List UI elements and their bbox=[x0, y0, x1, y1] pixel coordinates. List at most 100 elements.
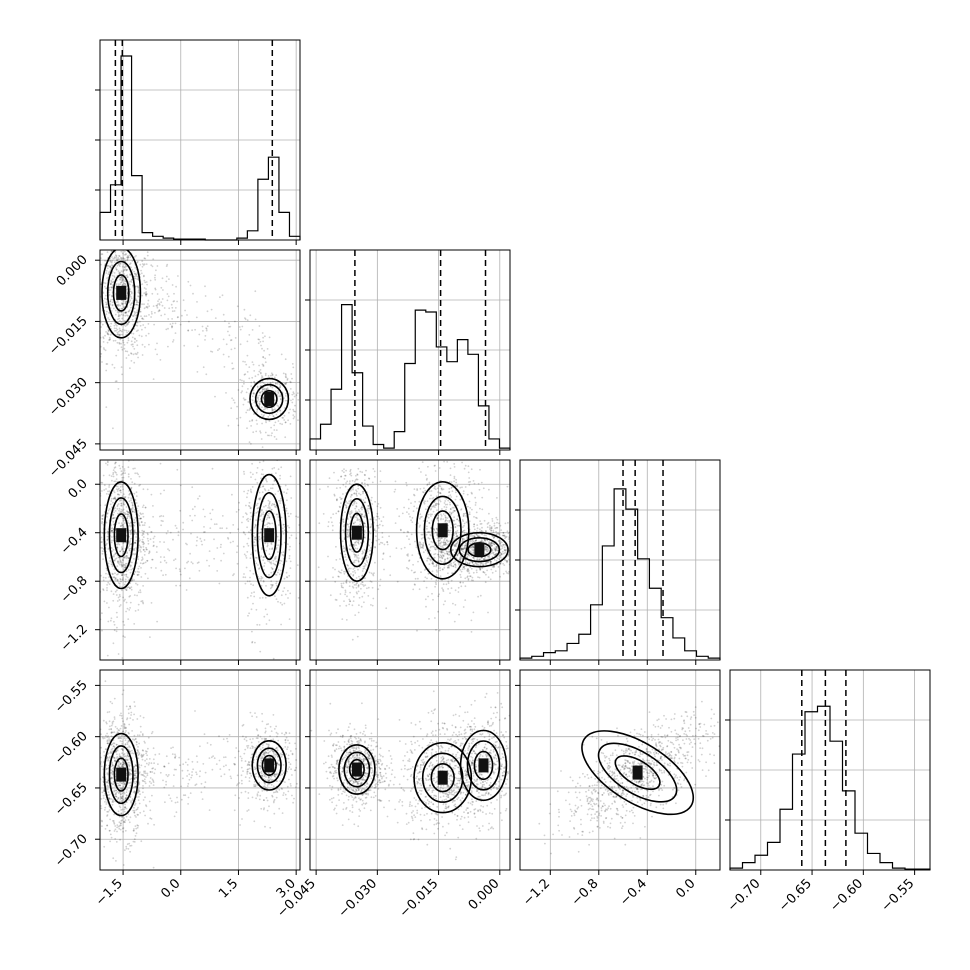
scatter-point bbox=[288, 574, 291, 577]
scatter-point bbox=[244, 317, 246, 319]
scatter-point bbox=[122, 526, 125, 528]
scatter-point bbox=[167, 530, 169, 532]
scatter-point bbox=[227, 330, 229, 333]
scatter-point bbox=[153, 772, 156, 775]
scatter-point bbox=[295, 786, 297, 789]
scatter-point bbox=[342, 586, 344, 589]
scatter-point bbox=[241, 521, 243, 524]
scatter-point bbox=[128, 549, 131, 551]
scatter-point bbox=[200, 791, 203, 794]
scatter-point bbox=[246, 745, 248, 747]
scatter-point bbox=[132, 315, 134, 317]
scatter-point bbox=[268, 336, 271, 339]
scatter-point bbox=[202, 330, 204, 332]
scatter-point bbox=[123, 257, 126, 260]
scatter-point bbox=[120, 800, 123, 803]
scatter-point bbox=[129, 517, 132, 519]
scatter-point bbox=[263, 754, 266, 756]
scatter-point bbox=[120, 809, 122, 811]
scatter-point bbox=[133, 809, 136, 812]
scatter-point bbox=[126, 520, 129, 522]
scatter-point bbox=[182, 763, 185, 766]
scatter-point bbox=[265, 751, 268, 754]
scatter-point bbox=[125, 555, 128, 557]
scatter-point bbox=[121, 473, 124, 475]
scatter-point bbox=[127, 819, 130, 821]
scatter-point bbox=[288, 732, 291, 735]
scatter-point bbox=[119, 314, 121, 317]
scatter-point bbox=[167, 318, 170, 320]
scatter-point bbox=[137, 291, 140, 294]
scatter-point bbox=[151, 558, 154, 561]
scatter-point bbox=[116, 798, 119, 801]
scatter-point bbox=[122, 781, 125, 784]
scatter-point bbox=[118, 509, 120, 512]
scatter-point bbox=[116, 546, 119, 549]
scatter-point bbox=[108, 720, 111, 723]
scatter-point bbox=[116, 333, 119, 336]
scatter-point bbox=[106, 772, 109, 774]
scatter-point bbox=[122, 827, 125, 829]
scatter-point bbox=[125, 274, 127, 277]
scatter-point bbox=[146, 754, 149, 757]
scatter-point bbox=[110, 260, 112, 263]
scatter-point bbox=[102, 737, 105, 740]
scatter-point bbox=[121, 526, 124, 528]
scatter-point bbox=[118, 342, 121, 345]
scatter-point bbox=[222, 738, 225, 741]
scatter-point bbox=[137, 799, 140, 802]
scatter-point bbox=[120, 525, 122, 527]
scatter-point bbox=[201, 325, 204, 328]
scatter-panel-3-0 bbox=[88, 669, 301, 871]
scatter-point bbox=[279, 477, 281, 480]
scatter-point bbox=[110, 264, 113, 266]
scatter-point bbox=[139, 562, 142, 565]
scatter-point bbox=[143, 263, 146, 265]
scatter-point bbox=[235, 747, 238, 749]
scatter-point bbox=[111, 304, 114, 306]
scatter-point bbox=[284, 382, 287, 385]
scatter-point bbox=[123, 725, 126, 728]
scatter-point bbox=[243, 490, 246, 493]
scatter-point bbox=[296, 564, 299, 566]
scatter-point bbox=[157, 300, 159, 302]
scatter-point bbox=[264, 730, 267, 733]
scatter-point bbox=[204, 339, 206, 341]
scatter-point bbox=[351, 604, 354, 607]
scatter-point bbox=[129, 750, 132, 753]
scatter-point bbox=[131, 260, 134, 262]
scatter-point bbox=[114, 590, 117, 593]
scatter-point bbox=[122, 550, 125, 553]
scatter-point bbox=[221, 527, 224, 530]
scatter-point bbox=[117, 488, 119, 491]
scatter-point bbox=[268, 522, 270, 524]
scatter-point bbox=[135, 741, 138, 744]
scatter-point bbox=[160, 569, 163, 572]
scatter-point bbox=[125, 845, 128, 848]
scatter-point bbox=[263, 773, 265, 776]
scatter-point bbox=[177, 316, 179, 318]
scatter-point bbox=[342, 525, 345, 528]
scatter-point bbox=[102, 347, 105, 349]
scatter-point bbox=[182, 299, 185, 302]
scatter-point bbox=[88, 794, 90, 796]
scatter-point bbox=[171, 310, 174, 313]
scatter-point bbox=[101, 481, 104, 484]
scatter-point bbox=[137, 806, 139, 809]
scatter-point bbox=[117, 503, 120, 505]
scatter-point bbox=[142, 532, 144, 535]
scatter-point bbox=[122, 762, 125, 765]
scatter-point bbox=[258, 624, 261, 626]
scatter-point bbox=[170, 303, 173, 306]
scatter-point bbox=[106, 814, 109, 816]
scatter-point bbox=[162, 574, 165, 577]
scatter-point bbox=[122, 761, 124, 763]
scatter-point bbox=[136, 285, 139, 288]
scatter-point bbox=[92, 539, 94, 541]
scatter-point bbox=[97, 243, 99, 245]
scatter-point bbox=[264, 752, 266, 754]
scatter-point bbox=[96, 504, 98, 506]
scatter-point bbox=[141, 263, 144, 265]
scatter-point bbox=[139, 811, 142, 814]
scatter-point bbox=[109, 265, 111, 267]
